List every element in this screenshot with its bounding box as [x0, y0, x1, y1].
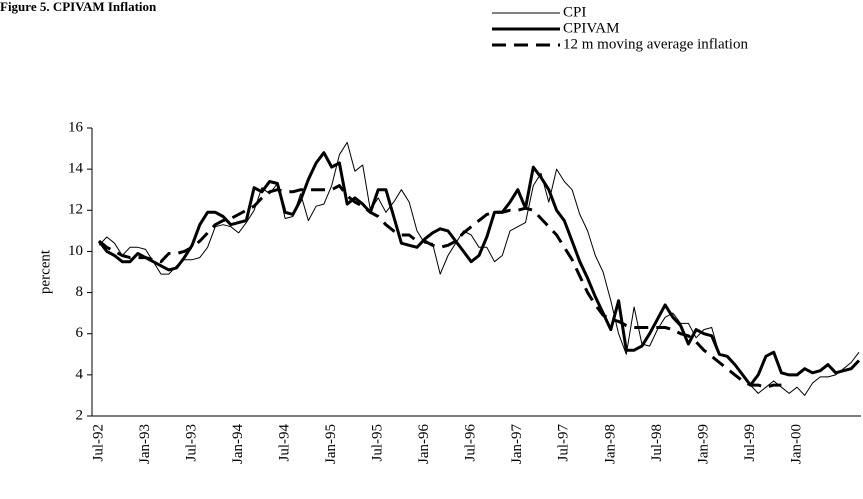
x-tick-label: Jan-94 — [230, 424, 246, 464]
series-line — [98, 184, 782, 389]
y-tick-label: 4 — [76, 366, 84, 382]
legend-label: CPI — [563, 4, 586, 20]
y-tick-label: 2 — [76, 407, 84, 423]
x-tick-label: Jan-96 — [416, 424, 432, 464]
x-tick-label: Jul-92 — [90, 424, 106, 462]
legend-label: 12 m moving average inflation — [563, 36, 748, 52]
y-tick-label: 10 — [68, 243, 83, 259]
y-tick-label: 12 — [68, 202, 83, 218]
x-tick-label: Jan-98 — [602, 424, 618, 464]
y-tick-label: 14 — [68, 161, 84, 177]
series-line — [98, 141, 860, 396]
x-tick-label: Jul-95 — [370, 424, 386, 462]
x-tick-label: Jan-99 — [695, 424, 711, 464]
x-tick-label: Jul-94 — [277, 424, 293, 462]
x-tick-label: Jan-95 — [323, 424, 339, 464]
x-tick-label: Jan-97 — [509, 424, 525, 464]
legend-label: CPIVAM — [563, 20, 619, 36]
x-tick-label: Jul-99 — [742, 424, 758, 462]
x-tick-label: Jul-96 — [463, 424, 479, 462]
y-tick-label: 16 — [68, 119, 84, 135]
series-line — [97, 151, 861, 387]
y-tick-label: 8 — [76, 284, 84, 300]
y-axis-label: percent — [37, 249, 53, 294]
x-tick-label: Jan-93 — [137, 424, 153, 464]
x-tick-label: Jul-97 — [556, 424, 572, 462]
x-tick-label: Jul-93 — [183, 424, 199, 462]
x-tick-label: Jan-00 — [788, 424, 804, 464]
y-tick-label: 6 — [76, 325, 84, 341]
x-tick-label: Jul-98 — [649, 424, 665, 462]
chart-title: Figure 5. CPIVAM Inflation — [0, 0, 157, 14]
